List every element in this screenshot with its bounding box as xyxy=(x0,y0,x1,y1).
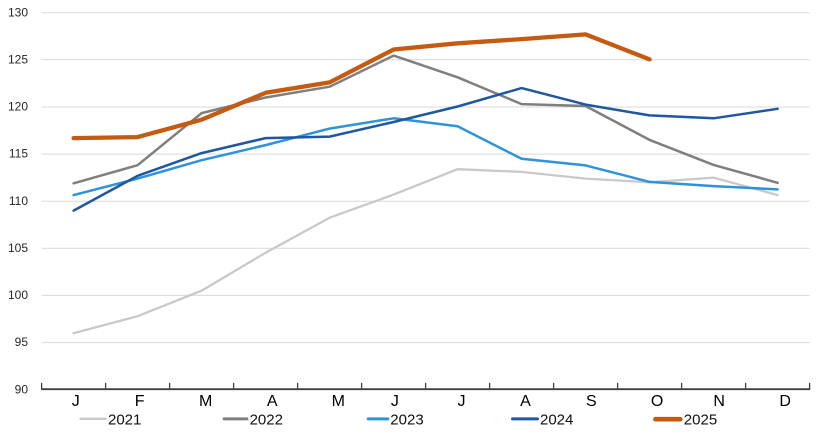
svg-text:2023: 2023 xyxy=(390,412,423,429)
svg-text:S: S xyxy=(586,393,597,410)
svg-text:130: 130 xyxy=(8,5,28,19)
svg-text:2021: 2021 xyxy=(108,412,141,429)
svg-text:A: A xyxy=(267,393,278,410)
svg-text:D: D xyxy=(779,393,791,410)
svg-text:105: 105 xyxy=(8,241,28,255)
svg-text:F: F xyxy=(135,393,145,410)
svg-text:J: J xyxy=(72,393,80,410)
svg-text:125: 125 xyxy=(8,52,28,66)
svg-text:J: J xyxy=(391,393,399,410)
svg-text:110: 110 xyxy=(9,194,28,208)
svg-text:A: A xyxy=(520,393,531,410)
svg-text:90: 90 xyxy=(15,382,29,396)
svg-text:O: O xyxy=(651,393,663,410)
svg-text:2025: 2025 xyxy=(684,412,717,429)
svg-text:120: 120 xyxy=(8,100,28,114)
svg-text:J: J xyxy=(458,393,466,410)
svg-text:N: N xyxy=(713,393,725,410)
svg-text:M: M xyxy=(332,393,345,410)
svg-text:2024: 2024 xyxy=(540,412,573,429)
svg-text:2022: 2022 xyxy=(250,412,283,429)
svg-text:115: 115 xyxy=(9,147,28,161)
svg-text:M: M xyxy=(199,393,212,410)
svg-text:95: 95 xyxy=(15,335,29,349)
svg-text:100: 100 xyxy=(8,288,28,302)
